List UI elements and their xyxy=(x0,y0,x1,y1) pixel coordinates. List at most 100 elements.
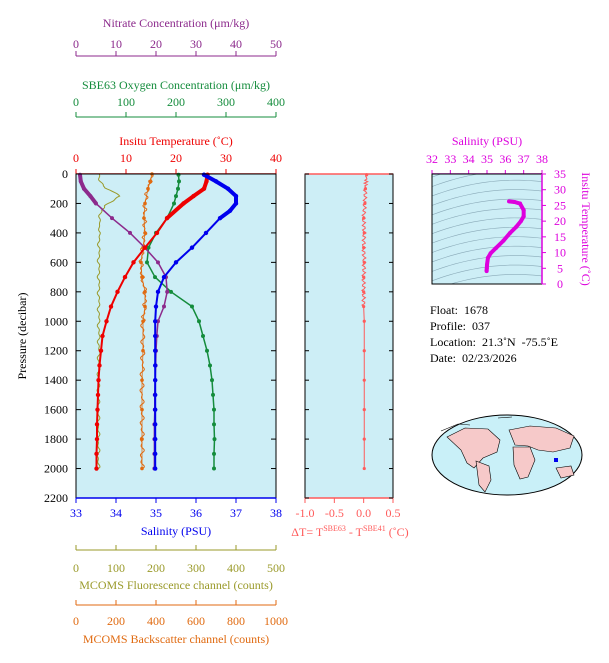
ts-temperature-title: Insitu Temperature (˚C) xyxy=(579,172,593,286)
backscatter-data-point xyxy=(146,186,150,191)
delta-tick-label: 0.0 xyxy=(356,506,371,520)
oxygen-data-point xyxy=(176,186,180,191)
pressure-tick-label: 400 xyxy=(50,226,68,240)
delta-data-point xyxy=(362,349,366,353)
backscatter-tick-label: 600 xyxy=(187,614,205,628)
delta-data-point xyxy=(362,319,366,323)
map-australia xyxy=(555,465,575,479)
backscatter-data-point xyxy=(143,231,147,235)
oxygen-data-point xyxy=(212,407,216,412)
oxygen-data-point xyxy=(210,378,214,383)
delta-data-point xyxy=(362,378,366,382)
pressure-tick-label: 1000 xyxy=(44,314,68,328)
nitrate-tick-label: 40 xyxy=(230,37,242,51)
map-north-america xyxy=(446,427,501,469)
nitrate-data-point xyxy=(156,260,160,265)
delta-tick-label: -0.5 xyxy=(325,506,344,520)
temperature-data-point xyxy=(97,363,102,368)
delta-axis-title: ΔT= TSBE63 - TSBE41 (˚C) xyxy=(291,524,408,539)
backscatter-axis-title: MCOMS Backscatter channel (counts) xyxy=(83,632,269,646)
temperature-data-point xyxy=(94,466,99,471)
salinity-axis: 33 34 35 36 37 38 xyxy=(70,497,282,520)
fluorescence-tick-label: 300 xyxy=(187,561,205,575)
delta-data-point xyxy=(362,304,366,309)
temperature-tick-label: 10 xyxy=(120,151,132,165)
ts-density-contour xyxy=(432,245,542,263)
nitrate-surface-line xyxy=(78,174,98,205)
info-date: Date: 02/23/2026 xyxy=(430,351,517,365)
ts-data-point xyxy=(518,201,522,206)
oxygen-data-point xyxy=(208,363,212,368)
pressure-tick-label: 200 xyxy=(50,196,68,210)
backscatter-data-point xyxy=(143,304,147,309)
temperature-data-point xyxy=(95,392,101,398)
ts-data-point xyxy=(518,219,523,224)
salinity-tick-label: 38 xyxy=(270,506,282,520)
temperature-tick-label: 30 xyxy=(220,151,232,165)
delta-axis: -1.0 -0.5 0.0 0.5 xyxy=(296,173,401,520)
temperature-data-point xyxy=(95,407,100,412)
temperature-data-point xyxy=(108,304,114,309)
pressure-tick-label: 800 xyxy=(50,285,68,299)
pressure-tick-label: 1800 xyxy=(44,432,68,446)
ts-data-point xyxy=(521,208,526,213)
temperature-data-point xyxy=(115,289,120,295)
delta-data-point xyxy=(362,246,366,250)
ts-salinity-tick-label: 36 xyxy=(499,152,511,166)
salinity-data-point xyxy=(153,304,159,309)
ts-salinity-tick-label: 34 xyxy=(463,152,475,166)
oxygen-tick-label: 0 xyxy=(73,95,79,109)
map-arctic-coast xyxy=(440,416,513,432)
ts-data-point xyxy=(494,245,499,250)
salinity-data-point xyxy=(153,466,158,471)
salinity-axis-title: Salinity (PSU) xyxy=(141,524,211,538)
backscatter-data-point xyxy=(140,275,144,279)
salinity-data-point xyxy=(189,245,195,250)
delta-data-point xyxy=(362,231,366,235)
salinity-data-point xyxy=(153,451,158,457)
nitrate-data-point xyxy=(128,230,132,235)
delta-title-part2: - T xyxy=(346,525,364,539)
ts-density-contour xyxy=(502,283,530,284)
delta-data-point xyxy=(362,437,366,441)
delta-title-part3: (˚C) xyxy=(386,525,409,539)
delta-title-part1: ΔT= T xyxy=(291,525,324,539)
nitrate-data-point xyxy=(162,304,166,309)
temperature-axis: Insitu Temperature (˚C) 0 10 20 30 40 xyxy=(73,134,282,175)
delta-data-point xyxy=(363,187,368,191)
map-eurasia xyxy=(508,425,575,453)
nitrate-tick-label: 10 xyxy=(110,37,122,51)
delta-tick-label: -1.0 xyxy=(296,506,315,520)
delta-data-point xyxy=(362,408,366,412)
fluorescence-tick-label: 0 xyxy=(73,561,79,575)
delta-title-sup2: SBE41 xyxy=(363,524,386,533)
ts-data-point xyxy=(507,199,511,204)
salinity-tick-label: 37 xyxy=(230,506,242,520)
profile-series-group xyxy=(78,172,239,471)
ts-data-point xyxy=(514,224,519,229)
temperature-data-point xyxy=(96,377,101,383)
map-south-america xyxy=(475,460,492,493)
temperature-data-point xyxy=(154,230,160,236)
backscatter-tick-label: 0 xyxy=(73,614,79,628)
ts-data-point xyxy=(484,266,489,271)
ts-salinity-axis: 32 33 34 35 36 37 38 xyxy=(426,152,548,175)
temperature-tick-label: 20 xyxy=(170,151,182,165)
ts-density-contour xyxy=(432,227,542,244)
ts-series-group xyxy=(484,199,526,274)
nitrate-tick-label: 20 xyxy=(150,37,162,51)
ts-temperature-tick-label: 10 xyxy=(554,246,566,260)
ts-data-point xyxy=(485,255,490,260)
oxygen-data-point xyxy=(190,304,194,309)
temperature-data-point xyxy=(100,333,105,339)
backscatter-data-point xyxy=(139,260,143,265)
backscatter-data-point xyxy=(140,378,144,382)
backscatter-data-point xyxy=(143,290,147,294)
oxygen-data-point xyxy=(145,260,149,265)
salinity-data-point xyxy=(155,289,161,295)
ts-density-contour xyxy=(432,174,480,187)
temperature-data-point xyxy=(131,260,136,265)
salinity-surface-line xyxy=(203,172,238,220)
oxygen-axis: SBE63 Oxygen Concentration (μm/kg) 0 100 2… xyxy=(73,78,285,118)
fluorescence-tick-label: 100 xyxy=(107,561,125,575)
